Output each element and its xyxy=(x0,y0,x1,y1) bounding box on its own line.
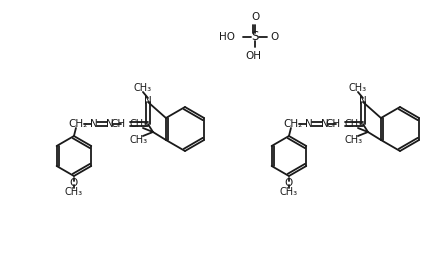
Text: CH₃: CH₃ xyxy=(345,119,363,129)
Text: N: N xyxy=(359,96,367,106)
Text: S: S xyxy=(251,30,259,43)
Text: N: N xyxy=(106,119,114,129)
Text: CH: CH xyxy=(111,119,126,129)
Text: N: N xyxy=(90,119,98,129)
Text: HO: HO xyxy=(219,32,235,42)
Text: O: O xyxy=(270,32,278,42)
Text: N: N xyxy=(144,96,152,106)
Text: CH₃: CH₃ xyxy=(134,83,152,93)
Text: CH₃: CH₃ xyxy=(280,187,298,197)
Text: N: N xyxy=(305,119,313,129)
Text: CH₃: CH₃ xyxy=(345,135,363,145)
Text: CH₃: CH₃ xyxy=(130,119,148,129)
Text: CH₃: CH₃ xyxy=(130,135,148,145)
Text: O: O xyxy=(70,178,78,188)
Text: CH₂: CH₂ xyxy=(68,119,88,129)
Text: O: O xyxy=(285,178,293,188)
Text: CH₃: CH₃ xyxy=(65,187,83,197)
Text: OH: OH xyxy=(245,51,261,61)
Text: CH₃: CH₃ xyxy=(349,83,367,93)
Text: CH: CH xyxy=(326,119,341,129)
Text: CH₂: CH₂ xyxy=(283,119,302,129)
Text: N: N xyxy=(321,119,329,129)
Text: O: O xyxy=(251,12,259,22)
